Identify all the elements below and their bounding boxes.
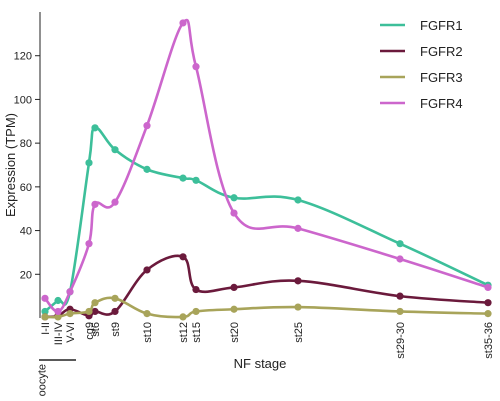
x-tick-label: I-II: [40, 322, 52, 335]
data-point: [41, 294, 49, 302]
y-tick-label: 40: [20, 226, 32, 238]
data-point: [484, 299, 492, 307]
data-point: [85, 159, 93, 167]
data-point: [111, 307, 119, 316]
x-tick-label: st25: [293, 322, 305, 343]
data-point: [294, 303, 302, 311]
data-point: [66, 288, 74, 296]
x-tick-label: st35-36: [483, 322, 495, 359]
x-tick-label: st29-30: [395, 322, 407, 359]
data-point: [54, 313, 62, 321]
legend-item: FGFR3: [380, 70, 463, 85]
data-point: [91, 124, 99, 132]
data-point: [41, 307, 49, 316]
data-point: [91, 299, 99, 307]
data-point: [230, 283, 238, 291]
series-fgfr4: [41, 18, 492, 316]
series-fgfr3: [41, 294, 492, 321]
data-point: [143, 165, 151, 173]
data-point: [484, 283, 492, 291]
x-tick-label: st6: [90, 322, 102, 337]
data-point: [192, 176, 200, 184]
series-line: [43, 18, 490, 313]
x-tick-label: st10: [142, 322, 154, 343]
x-tick-label: st15: [191, 322, 203, 343]
legend-label: FGFR3: [420, 70, 463, 85]
y-axis: 20 40 60 80 100 120 Expression (TPM): [3, 12, 41, 318]
data-point: [179, 19, 187, 27]
data-point: [179, 313, 187, 321]
data-point: [143, 310, 151, 318]
data-point: [294, 224, 302, 232]
data-point: [143, 122, 151, 130]
data-point: [54, 307, 62, 316]
legend-label: FGFR2: [420, 44, 463, 59]
data-point: [294, 277, 302, 285]
data-point: [396, 240, 404, 248]
data-point: [294, 196, 302, 204]
legend-item: FGFR2: [380, 44, 463, 59]
data-point: [179, 174, 187, 182]
data-point: [85, 307, 93, 316]
x-tick-label: cg9: [84, 322, 96, 340]
data-point: [54, 296, 62, 305]
x-tick-label: III-IV: [53, 321, 65, 345]
data-point: [111, 294, 119, 302]
y-tick-label: 100: [14, 94, 32, 106]
data-point: [179, 253, 187, 261]
y-tick-label: 20: [20, 269, 32, 281]
legend-label: FGFR1: [420, 18, 463, 33]
legend: FGFR1 FGFR2 FGFR3 FGFR4: [380, 18, 463, 111]
series-layer: [41, 18, 492, 321]
x-axis-title: NF stage: [234, 356, 287, 371]
legend-item: FGFR1: [380, 18, 463, 33]
data-point: [41, 313, 49, 321]
data-point: [192, 63, 200, 71]
legend-label: FGFR4: [420, 96, 463, 111]
data-point: [396, 292, 404, 300]
group-label: oocyte: [37, 364, 49, 396]
data-point: [91, 307, 99, 316]
data-point: [484, 310, 492, 318]
data-point: [111, 146, 119, 154]
data-point: [111, 198, 119, 206]
y-axis-title: Expression (TPM): [3, 113, 18, 217]
legend-item: FGFR4: [380, 96, 463, 111]
y-tick-label: 80: [20, 138, 32, 150]
data-point: [396, 307, 404, 316]
x-tick-label: st9: [110, 322, 122, 337]
series-fgfr2: [41, 253, 492, 321]
series-fgfr1: [41, 124, 492, 316]
y-tick-label: 120: [14, 51, 32, 63]
y-tick-label: 60: [20, 182, 32, 194]
y-tick-group: 20 40 60 80 100 120: [14, 51, 40, 281]
x-tick-label: st20: [229, 322, 241, 343]
data-point: [66, 310, 74, 318]
data-point: [85, 240, 93, 248]
x-group-labels: oocyte: [37, 359, 76, 396]
data-point: [192, 307, 200, 316]
data-point: [192, 285, 200, 294]
data-point: [396, 255, 404, 263]
series-line: [43, 126, 490, 313]
data-point: [230, 209, 238, 217]
data-point: [91, 200, 99, 208]
data-point: [143, 266, 151, 274]
x-tick-label: V-VI: [65, 322, 77, 343]
data-point: [230, 194, 238, 202]
data-point: [230, 305, 238, 313]
x-tick-label: st12: [178, 322, 190, 343]
